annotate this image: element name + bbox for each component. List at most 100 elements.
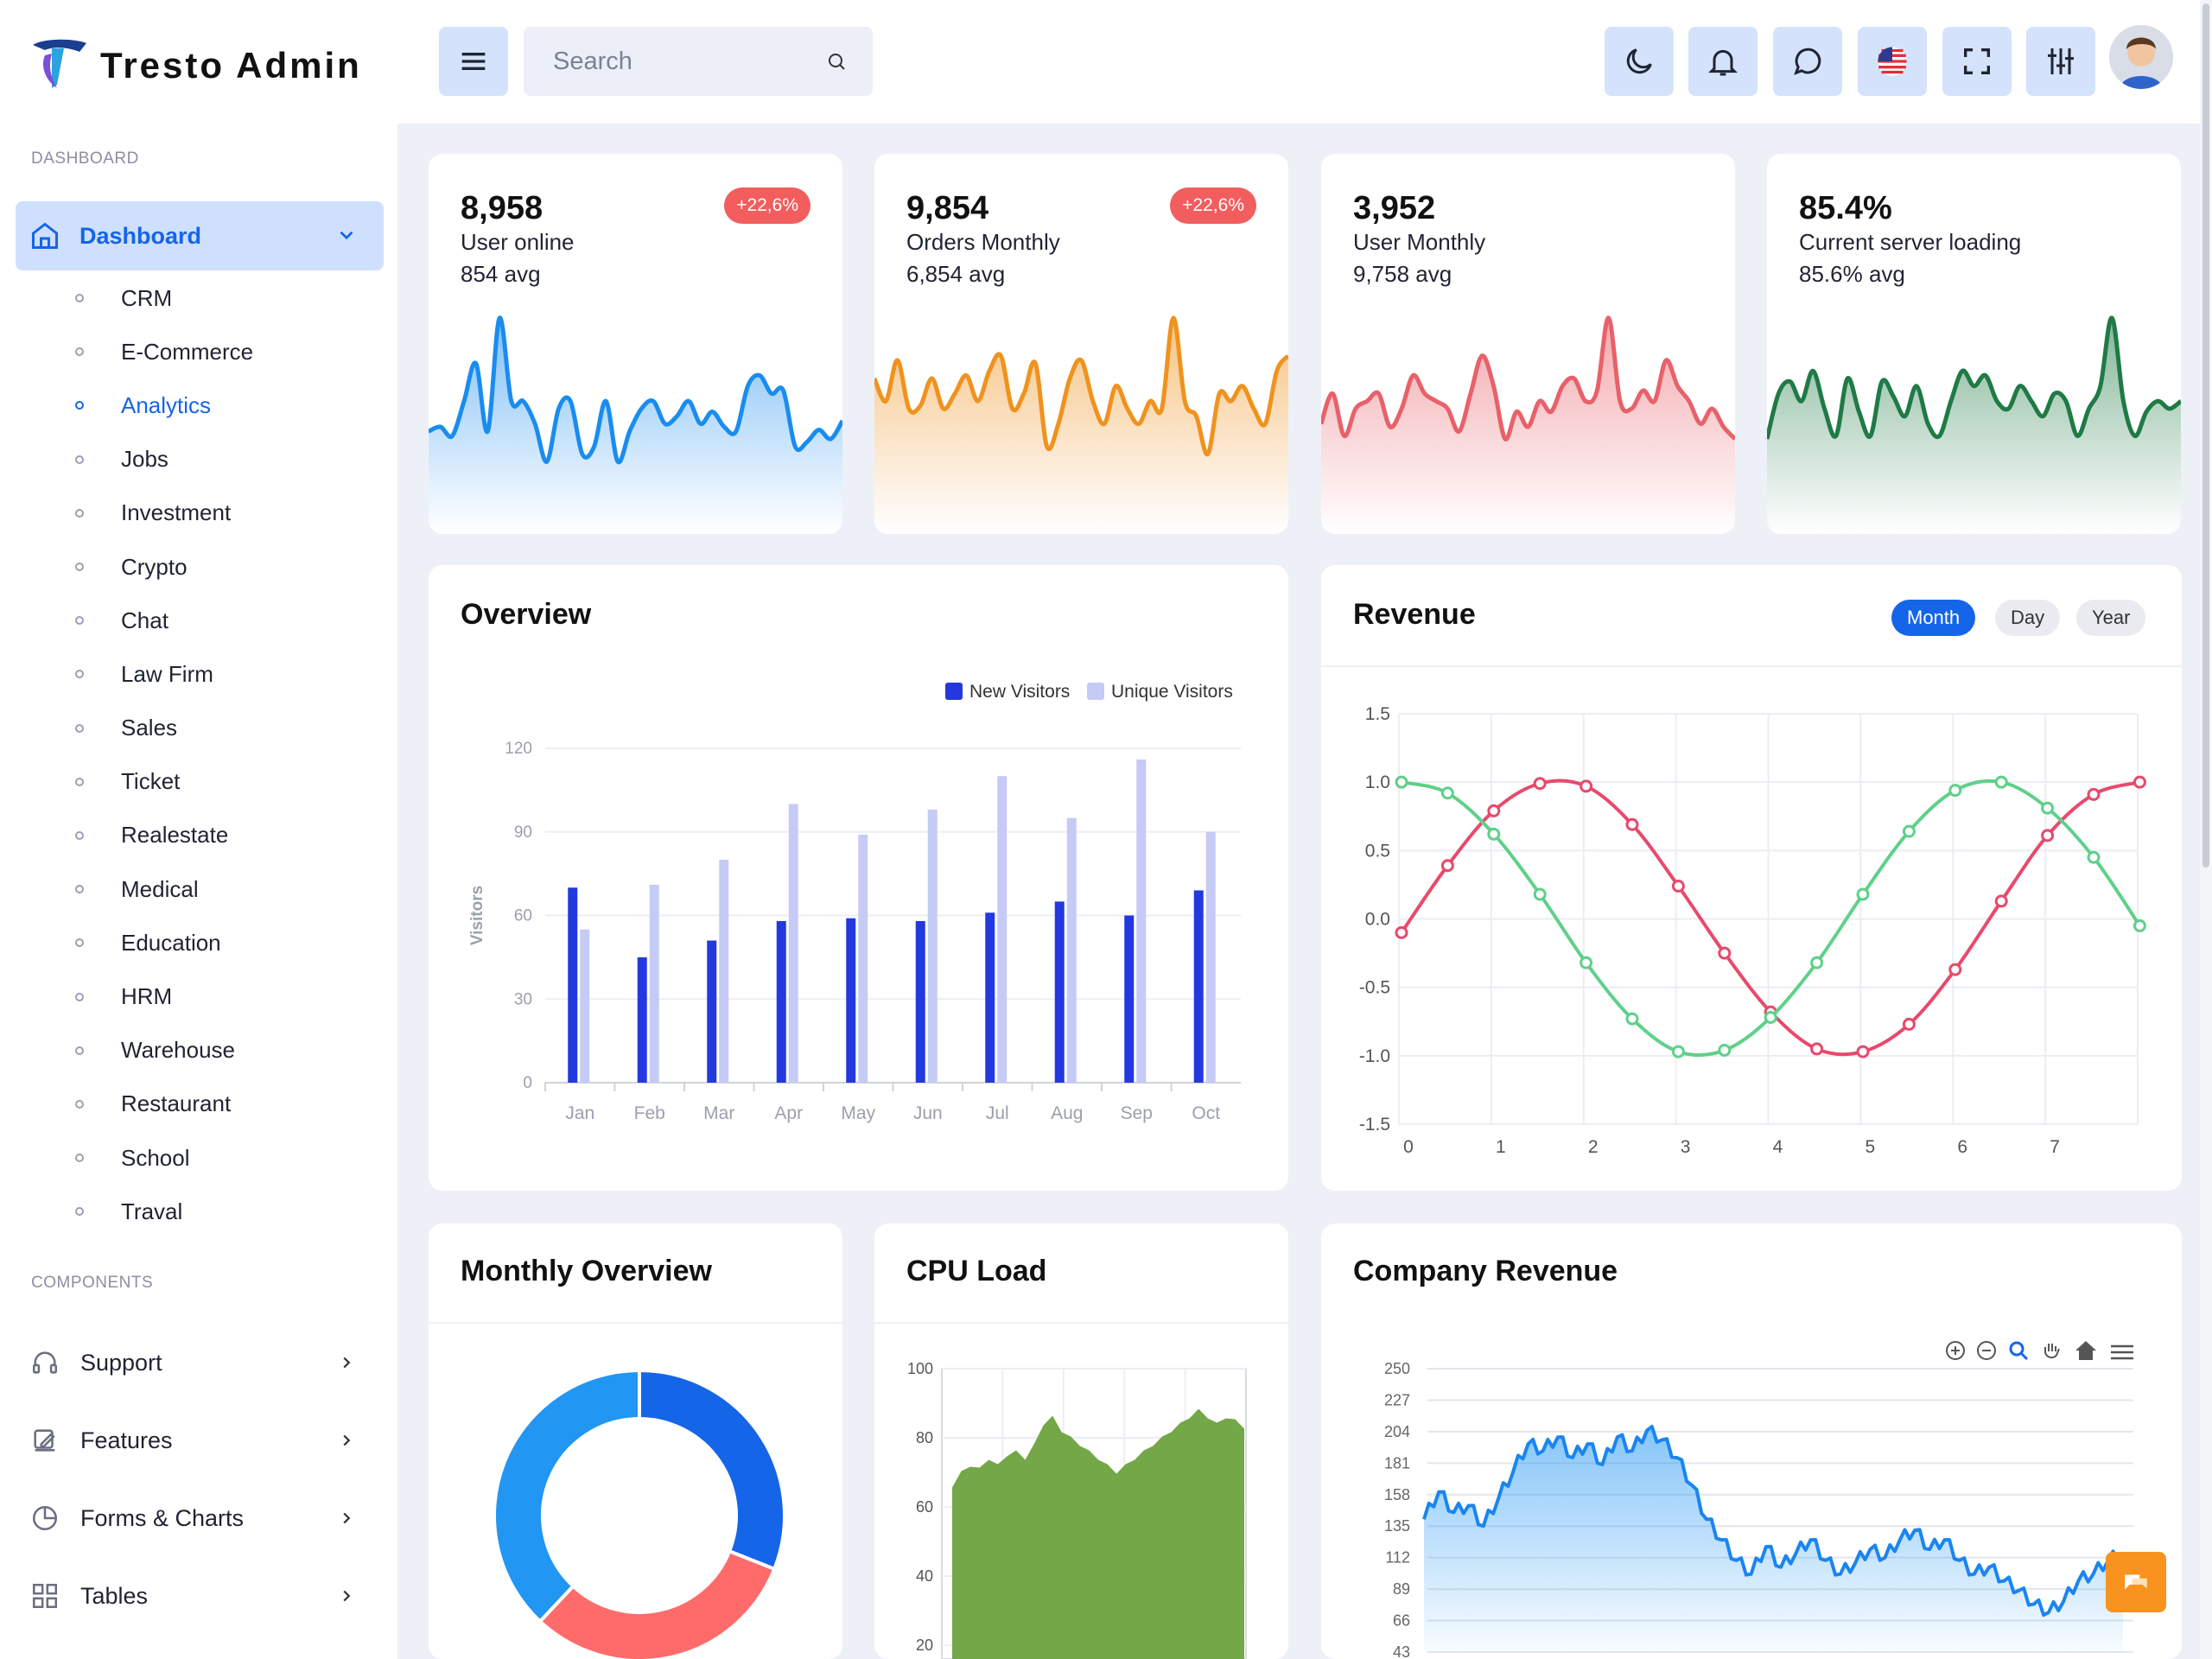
magnifier-icon[interactable] (2009, 1341, 2029, 1361)
sidebar-item-tables[interactable]: Tables (0, 1557, 397, 1635)
menu-toggle-button[interactable] (439, 27, 508, 96)
data-point[interactable] (1533, 777, 1547, 791)
data-point[interactable] (1395, 775, 1408, 789)
sidebar-subitem-crypto[interactable]: Crypto (0, 540, 397, 594)
sidebar-subitem-e-commerce[interactable]: E-Commerce (0, 325, 397, 378)
sidebar-subitem-restaurant[interactable]: Restaurant (0, 1077, 397, 1131)
sidebar-subitem-chat[interactable]: Chat (0, 594, 397, 647)
bar[interactable] (580, 929, 590, 1083)
brand[interactable]: Tresto Admin (26, 31, 362, 100)
legend-label[interactable]: Unique Visitors (1111, 682, 1233, 702)
bar[interactable] (915, 920, 925, 1083)
bar[interactable] (858, 834, 868, 1083)
data-point[interactable] (1948, 963, 1962, 976)
sidebar-subitem-warehouse[interactable]: Warehouse (0, 1024, 397, 1077)
donut-slice[interactable] (537, 1548, 777, 1659)
sidebar-subitem-analytics[interactable]: Analytics (0, 378, 397, 432)
data-point[interactable] (2087, 850, 2101, 864)
notifications-button[interactable] (1688, 27, 1758, 96)
data-point[interactable] (2041, 801, 2055, 815)
search-input[interactable] (524, 27, 873, 96)
sidebar-subitem-medical[interactable]: Medical (0, 862, 397, 916)
bar[interactable] (1066, 817, 1077, 1083)
data-point[interactable] (1625, 1012, 1639, 1026)
data-point[interactable] (1395, 925, 1408, 939)
sidebar-subitem-crm[interactable]: CRM (0, 271, 397, 325)
language-button[interactable] (1858, 27, 1927, 96)
bar[interactable] (788, 804, 798, 1084)
sidebar-subitem-law-firm[interactable]: Law Firm (0, 647, 397, 701)
sidebar-subitem-school[interactable]: School (0, 1131, 397, 1185)
sidebar-item-features[interactable]: Features (0, 1402, 397, 1479)
data-point[interactable] (1440, 859, 1454, 873)
donut-slice[interactable] (493, 1368, 641, 1624)
bar[interactable] (1136, 759, 1147, 1083)
bar[interactable] (985, 912, 995, 1083)
bar[interactable] (776, 920, 786, 1083)
data-point[interactable] (1487, 827, 1501, 841)
search-icon[interactable] (826, 51, 847, 72)
zoom-in-icon[interactable] (1946, 1341, 1965, 1360)
tab-year[interactable]: Year (2076, 600, 2146, 636)
settings-button[interactable] (2026, 27, 2095, 96)
sidebar-subitem-ticket[interactable]: Ticket (0, 755, 397, 809)
tab-day[interactable]: Day (1995, 600, 2061, 636)
data-point[interactable] (1856, 1045, 1870, 1058)
bar[interactable] (568, 887, 578, 1083)
data-point[interactable] (1994, 775, 2008, 789)
data-point[interactable] (1718, 946, 1732, 960)
messages-button[interactable] (1773, 27, 1842, 96)
data-point[interactable] (1948, 784, 1962, 798)
data-point[interactable] (1580, 779, 1593, 793)
data-point[interactable] (1580, 956, 1593, 969)
bar[interactable] (719, 860, 729, 1083)
sidebar-subitem-traval[interactable]: Traval (0, 1185, 397, 1238)
sidebar-subitem-sales[interactable]: Sales (0, 702, 397, 755)
sidebar-subitem-investment[interactable]: Investment (0, 486, 397, 540)
zoom-out-icon[interactable] (1977, 1341, 1996, 1360)
sidebar-item-support[interactable]: Support (0, 1324, 397, 1402)
legend-label[interactable]: New Visitors (969, 682, 1070, 702)
bar[interactable] (649, 885, 659, 1083)
chat-fab-button[interactable] (2106, 1552, 2166, 1612)
data-point[interactable] (1487, 804, 1501, 817)
bar[interactable] (1054, 901, 1065, 1083)
user-avatar[interactable] (2109, 25, 2173, 89)
bar[interactable] (927, 809, 938, 1083)
sidebar-item-forms-charts[interactable]: Forms & Charts (0, 1479, 397, 1557)
data-point[interactable] (1810, 956, 1824, 969)
data-point[interactable] (1718, 1044, 1732, 1057)
bar[interactable] (1124, 915, 1135, 1084)
data-point[interactable] (2041, 829, 2055, 842)
sidebar-subitem-education[interactable]: Education (0, 916, 397, 969)
fullscreen-button[interactable] (1942, 27, 2012, 96)
data-point[interactable] (2133, 918, 2146, 932)
data-point[interactable] (1764, 1011, 1777, 1024)
data-point[interactable] (1902, 1017, 1916, 1031)
data-point[interactable] (2087, 787, 2101, 801)
data-point[interactable] (1902, 824, 1916, 838)
bar[interactable] (846, 918, 856, 1083)
sidebar-item-dashboard[interactable]: Dashboard (16, 201, 384, 270)
data-point[interactable] (1994, 894, 2008, 908)
tab-month[interactable]: Month (1891, 600, 1976, 636)
scroll-thumb[interactable] (2202, 3, 2209, 868)
pan-hand-icon[interactable] (2044, 1344, 2060, 1358)
bar[interactable] (1193, 890, 1204, 1083)
data-point[interactable] (1625, 817, 1639, 831)
sidebar-subitem-realestate[interactable]: Realestate (0, 809, 397, 862)
donut-slice[interactable] (638, 1368, 786, 1572)
data-point[interactable] (1440, 786, 1454, 800)
bar[interactable] (637, 957, 647, 1083)
data-point[interactable] (1671, 1045, 1685, 1058)
data-point[interactable] (1533, 887, 1547, 901)
sidebar-subitem-hrm[interactable]: HRM (0, 969, 397, 1023)
bar[interactable] (1205, 831, 1216, 1083)
dark-mode-button[interactable] (1605, 27, 1674, 96)
home-icon[interactable] (2075, 1341, 2096, 1360)
menu-lines-icon[interactable] (2111, 1344, 2133, 1360)
data-point[interactable] (1671, 880, 1685, 893)
bar[interactable] (707, 940, 717, 1083)
page-scrollbar[interactable] (2200, 0, 2212, 1659)
sidebar-subitem-jobs[interactable]: Jobs (0, 433, 397, 486)
